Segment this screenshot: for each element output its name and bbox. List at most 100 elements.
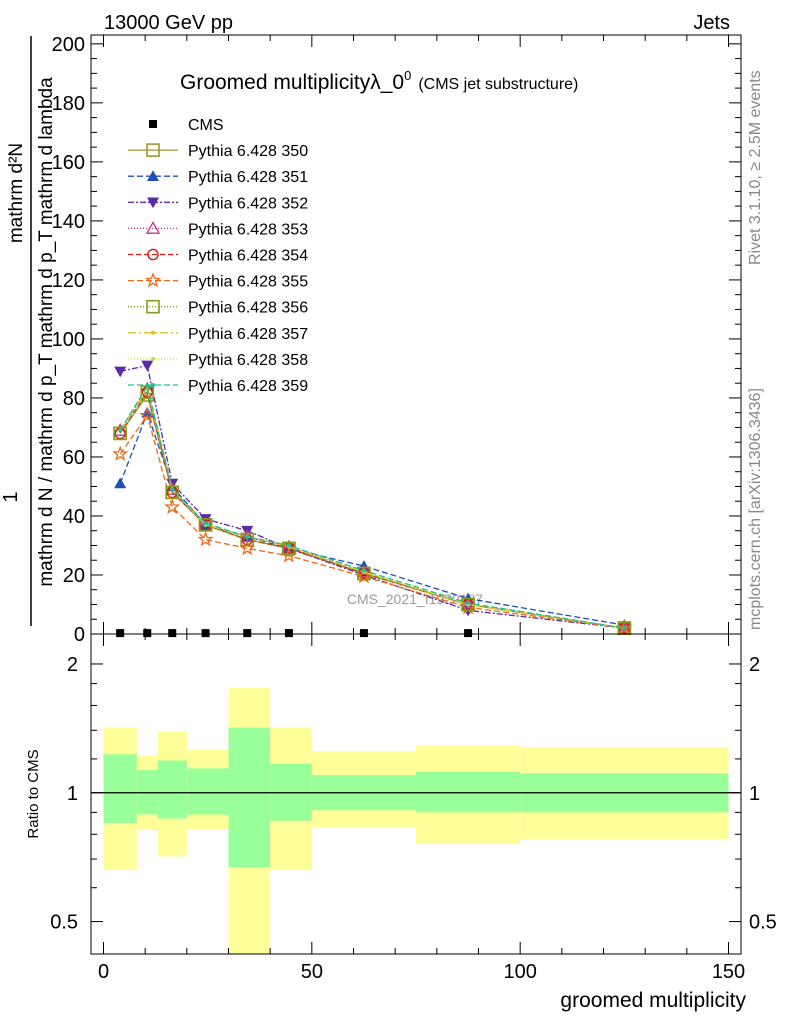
watermark-label: CMS_2021_I1920187 (347, 591, 483, 607)
series-line (119, 414, 625, 629)
data-point-marker (116, 629, 125, 638)
ratio-plot-panel: 0.5 0.5 1 1 2 2 0 50 100 150 (50, 633, 777, 983)
legend-label: Pythia 6.428 351 (188, 169, 308, 186)
data-point-marker (113, 426, 127, 441)
data-point-marker (147, 248, 159, 261)
data-point-marker (245, 534, 250, 539)
data-point-marker (286, 543, 291, 548)
x-axis-label: groomed multiplicity (560, 989, 746, 1012)
y-axis-label-top: mathrm d²N (6, 143, 27, 243)
legend-entry: CMS (149, 117, 224, 134)
data-point-marker (147, 170, 159, 181)
data-point-marker (361, 568, 366, 573)
legend-label: Pythia 6.428 357 (188, 326, 308, 343)
legend-entry: Pythia 6.428 351 (128, 169, 308, 186)
y-tick-label: 40 (63, 506, 85, 528)
ratio-plot-frame (90, 633, 742, 955)
series-line (119, 384, 625, 629)
ratio-y-tick-label-right: 2 (749, 654, 760, 676)
ratio-y-axis-label: Ratio to CMS (25, 749, 42, 838)
data-point-marker (170, 487, 175, 492)
data-point-marker (145, 221, 161, 234)
data-point-marker (240, 532, 255, 547)
data-point-marker (284, 629, 293, 638)
series-line (120, 364, 625, 629)
ratio-y-tick-label: 0.5 (50, 912, 78, 934)
y-tick-label: 120 (52, 270, 85, 292)
header-process-label: Jets (693, 12, 730, 34)
y-tick-label: 60 (63, 447, 85, 469)
y-axis-label-denominator: mathrm d N / mathrm d p_T mathrm d p_T m… (36, 77, 57, 587)
data-point-marker (141, 406, 154, 418)
y-tick-label: 180 (52, 93, 85, 115)
ratio-y-tick-label: 1 (67, 783, 78, 805)
y-tick-label: 100 (52, 329, 85, 351)
data-point-marker (112, 445, 129, 461)
legend-label: Pythia 6.428 358 (188, 352, 308, 369)
x-tick-label: 150 (712, 961, 745, 983)
legend-entry: Pythia 6.428 356 (128, 300, 308, 317)
y-tick-label: 80 (63, 388, 85, 410)
data-point-marker (147, 197, 159, 209)
ratio-band-inner (186, 768, 229, 815)
series-pythia-6-428-356 (113, 385, 632, 635)
legend-entry: Pythia 6.428 350 (128, 143, 308, 160)
data-point-marker (197, 531, 214, 547)
data-point-marker (464, 629, 473, 638)
x-tick-label: 50 (301, 961, 323, 983)
chart-title: Groomed multiplicityλ_00(CMS jet substru… (180, 68, 578, 94)
data-point-marker (616, 619, 633, 635)
data-point-marker (151, 330, 155, 335)
legend-entry: Pythia 6.428 358 (128, 352, 308, 369)
legend-entry: Pythia 6.428 355 (128, 272, 308, 291)
x-tick-label: 0 (98, 961, 109, 983)
data-point-marker (165, 485, 180, 500)
data-point-marker (146, 143, 160, 157)
legend-entry: Pythia 6.428 359 (128, 378, 308, 395)
data-point-marker (164, 498, 181, 515)
data-point-marker (114, 427, 126, 440)
y-tick-label: 20 (63, 565, 85, 587)
data-point-marker (144, 272, 162, 288)
series-cms (116, 629, 473, 638)
y-tick-label: 160 (52, 152, 85, 174)
data-point-marker (151, 356, 155, 361)
legend-label: Pythia 6.428 350 (188, 143, 308, 160)
ratio-band-inner (228, 727, 271, 868)
ratio-y-tick-label: 2 (67, 654, 78, 676)
legend-label: Pythia 6.428 353 (188, 221, 308, 238)
data-point-marker (203, 521, 208, 526)
data-point-marker (466, 601, 471, 606)
legend-label: Pythia 6.428 359 (188, 378, 308, 395)
data-point-marker (114, 477, 127, 489)
data-point-marker (143, 629, 152, 638)
header-energy-label: 13000 GeV pp (104, 12, 233, 34)
ratio-band-inner (157, 760, 187, 819)
legend: CMS Pythia 6.428 350 Pythia 6.428 351 Pythi… (128, 117, 308, 395)
legend-entry: Pythia 6.428 357 (128, 326, 308, 343)
data-point-marker (114, 366, 127, 378)
data-point-marker (168, 629, 177, 638)
legend-label: Pythia 6.428 354 (188, 248, 308, 265)
legend-label: Pythia 6.428 352 (188, 195, 308, 212)
data-point-marker (139, 407, 156, 423)
legend-entry: Pythia 6.428 353 (128, 221, 308, 238)
legend-label: Pythia 6.428 356 (188, 300, 308, 317)
data-point-marker (146, 299, 160, 314)
ratio-band-inner (416, 771, 521, 813)
data-point-marker (149, 120, 157, 128)
legend-entry: Pythia 6.428 354 (128, 248, 308, 265)
ratio-y-tick-label-right: 0.5 (749, 912, 777, 934)
data-point-marker (141, 360, 154, 372)
y-tick-label: 0 (74, 624, 85, 646)
y-axis-label-numerator: 1 (0, 491, 22, 502)
series-pythia-6-428-359 (118, 384, 627, 631)
data-point-marker (201, 629, 210, 638)
data-point-marker (622, 626, 627, 631)
rivet-label: Rivet 3.1.10, ≥ 2.5M events (747, 70, 764, 265)
data-point-marker (243, 629, 252, 638)
y-tick-label: 200 (52, 34, 85, 56)
ratio-y-tick-label-right: 1 (749, 783, 760, 805)
y-tick-label: 140 (52, 211, 85, 233)
